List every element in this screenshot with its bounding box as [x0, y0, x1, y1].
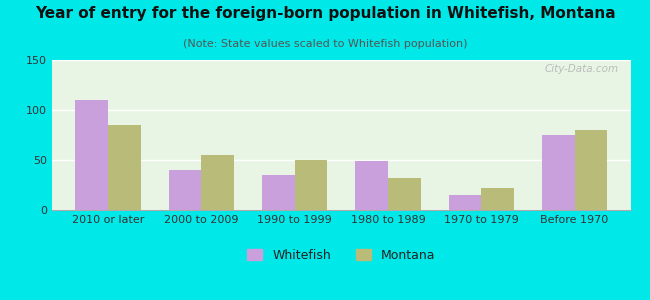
Bar [356, 161, 388, 210]
Bar [294, 160, 327, 210]
Text: (Note: State values scaled to Whitefish population): (Note: State values scaled to Whitefish … [183, 39, 467, 49]
Bar [388, 178, 421, 210]
Bar [168, 170, 202, 210]
Bar [202, 155, 234, 210]
Bar [75, 100, 108, 210]
Bar [575, 130, 607, 210]
Text: Year of entry for the foreign-born population in Whitefish, Montana: Year of entry for the foreign-born popul… [34, 6, 616, 21]
Bar [448, 195, 481, 210]
Text: City-Data.com: City-Data.com [545, 64, 619, 74]
Bar [542, 135, 575, 210]
Legend: Whitefish, Montana: Whitefish, Montana [242, 244, 441, 267]
Bar [262, 175, 294, 210]
Bar [481, 188, 514, 210]
Bar [108, 125, 140, 210]
